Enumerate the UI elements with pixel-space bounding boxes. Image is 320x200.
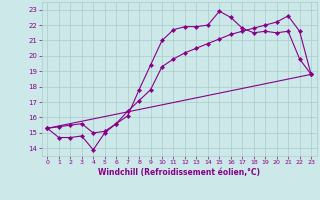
X-axis label: Windchill (Refroidissement éolien,°C): Windchill (Refroidissement éolien,°C) xyxy=(98,168,260,177)
